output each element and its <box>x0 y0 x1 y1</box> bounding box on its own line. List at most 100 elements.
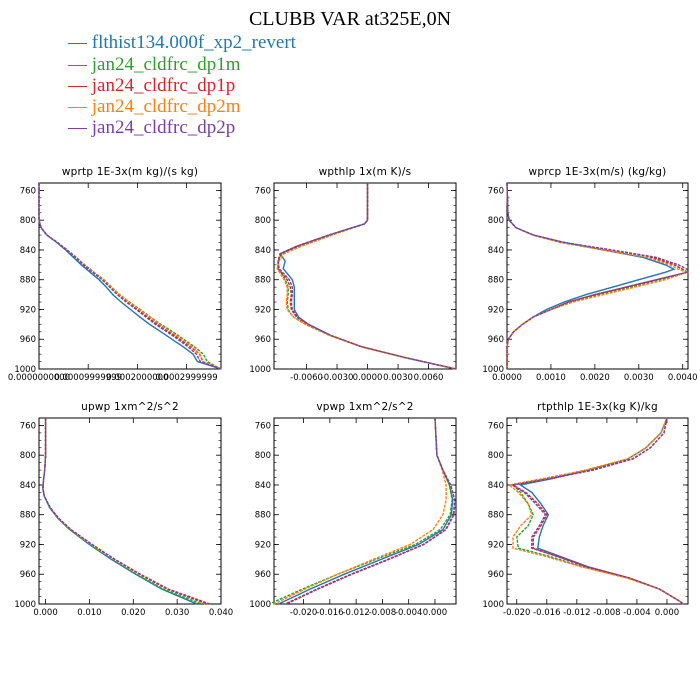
legend-line-marker: — <box>68 32 92 53</box>
series-line <box>277 183 457 370</box>
legend-label: jan24_cldfrc_dp2p <box>91 117 236 138</box>
y-tick-label: 920 <box>255 305 271 315</box>
x-tick-label: -0.0030 <box>321 373 354 383</box>
y-tick-label: 840 <box>488 246 504 256</box>
y-tick-label: 960 <box>255 335 271 345</box>
y-tick-label: 920 <box>488 305 504 315</box>
y-tick-label: 840 <box>255 481 271 491</box>
x-tick-label: -0.008 <box>593 608 620 618</box>
figure-title: CLUBB VAR at325E,0N <box>248 8 452 30</box>
y-tick-label: 800 <box>488 451 504 461</box>
y-tick-label: 760 <box>255 186 271 196</box>
x-tick-label: 0.0002999999 <box>155 373 217 383</box>
x-tick-label: 0.0010 <box>536 373 566 383</box>
x-tick-label: 0.0000 <box>353 373 383 383</box>
legend-entry: — jan24_cldfrc_dp1p <box>68 75 235 97</box>
panel-title: wprcp 1E-3x(m/s) (kg/kg) <box>529 166 667 178</box>
legend-entry: — jan24_cldfrc_dp1m <box>68 54 241 76</box>
x-tick-label: 0.00009999999 <box>54 373 122 383</box>
y-tick-label: 880 <box>488 511 504 521</box>
y-tick-label: 840 <box>255 246 271 256</box>
x-tick-label: -0.020 <box>503 608 530 618</box>
x-tick-label: -0.012 <box>563 608 590 618</box>
series-line <box>284 417 456 605</box>
y-tick-label: 800 <box>255 216 271 226</box>
x-tick-label: -0.020 <box>290 608 317 618</box>
legend-line-marker: — <box>68 54 92 75</box>
series-line <box>273 417 447 605</box>
y-tick-label: 880 <box>488 276 504 286</box>
legend-label: flthist134.000f_xp2_revert <box>91 32 296 53</box>
x-tick-label: -0.0060 <box>290 373 323 383</box>
x-tick-label: 0.030 <box>165 608 189 618</box>
y-tick-label: 880 <box>255 511 271 521</box>
panel-frame <box>38 417 222 605</box>
panel-frame <box>38 182 222 370</box>
y-tick-label: 760 <box>488 421 504 431</box>
y-tick-label: 920 <box>255 540 271 550</box>
x-tick-label: 0.0030 <box>624 373 654 383</box>
y-tick-label: 1000 <box>14 600 36 610</box>
y-tick-label: 840 <box>20 246 36 256</box>
x-tick-label: 0.000 <box>423 608 447 618</box>
x-tick-label: 0.040 <box>209 608 233 618</box>
panel-frame <box>273 182 457 370</box>
series-line <box>506 182 689 369</box>
x-tick-label: -0.008 <box>369 608 396 618</box>
x-tick-label: 0.0060 <box>414 373 444 383</box>
series-line <box>38 183 222 370</box>
series-line <box>38 183 222 370</box>
series-line <box>38 183 222 370</box>
series-line <box>511 417 684 605</box>
series-line <box>506 182 689 369</box>
y-tick-label: 960 <box>20 335 36 345</box>
y-tick-label: 800 <box>488 216 504 226</box>
x-tick-label: 0.010 <box>77 608 101 618</box>
panel-title: vpwp 1xm^2/s^2 <box>316 401 413 413</box>
y-tick-label: 1000 <box>249 600 271 610</box>
y-tick-label: 1000 <box>482 600 504 610</box>
series-line <box>42 418 206 605</box>
x-tick-label: -0.012 <box>342 608 369 618</box>
series-line <box>510 417 684 605</box>
panel-frame <box>506 182 689 370</box>
y-tick-label: 1000 <box>482 365 504 375</box>
y-tick-label: 920 <box>20 540 36 550</box>
legend-label: jan24_cldfrc_dp1p <box>91 75 236 96</box>
series-line <box>38 183 222 370</box>
y-tick-label: 920 <box>20 305 36 315</box>
series-line <box>42 418 202 605</box>
series-line <box>276 183 457 370</box>
y-tick-label: 1000 <box>14 365 36 375</box>
series-line <box>507 417 684 605</box>
y-tick-label: 760 <box>20 421 36 431</box>
x-tick-label: 0.0020 <box>580 373 610 383</box>
legend-line-marker: — <box>68 75 92 96</box>
legend-entry: — flthist134.000f_xp2_revert <box>68 32 296 54</box>
panel-title: rtpthlp 1E-3x(kg K)/kg <box>537 401 658 413</box>
x-tick-label: 0.0030 <box>383 373 413 383</box>
series-line <box>38 183 222 370</box>
series-line <box>510 417 684 605</box>
x-tick-label: 0.000 <box>33 608 57 618</box>
x-tick-label: -0.016 <box>316 608 343 618</box>
y-tick-label: 760 <box>488 186 504 196</box>
legend-label: jan24_cldfrc_dp1m <box>91 54 241 75</box>
series-line <box>278 417 454 605</box>
y-tick-label: 800 <box>20 451 36 461</box>
series-line <box>506 182 690 369</box>
y-tick-label: 880 <box>255 276 271 286</box>
y-tick-label: 960 <box>255 570 271 580</box>
series-line <box>269 417 453 605</box>
x-tick-label: 0.0040 <box>668 373 698 383</box>
y-tick-label: 840 <box>488 481 504 491</box>
panel-title: upwp 1xm^2/s^2 <box>81 401 179 413</box>
y-tick-label: 960 <box>20 570 36 580</box>
panel-frame <box>506 417 689 605</box>
y-tick-label: 760 <box>255 421 271 431</box>
series-line <box>42 418 211 605</box>
legend-entry: — jan24_cldfrc_dp2m <box>68 96 241 118</box>
x-tick-label: 0.0000 <box>492 373 522 383</box>
x-tick-label: -0.004 <box>395 608 422 618</box>
